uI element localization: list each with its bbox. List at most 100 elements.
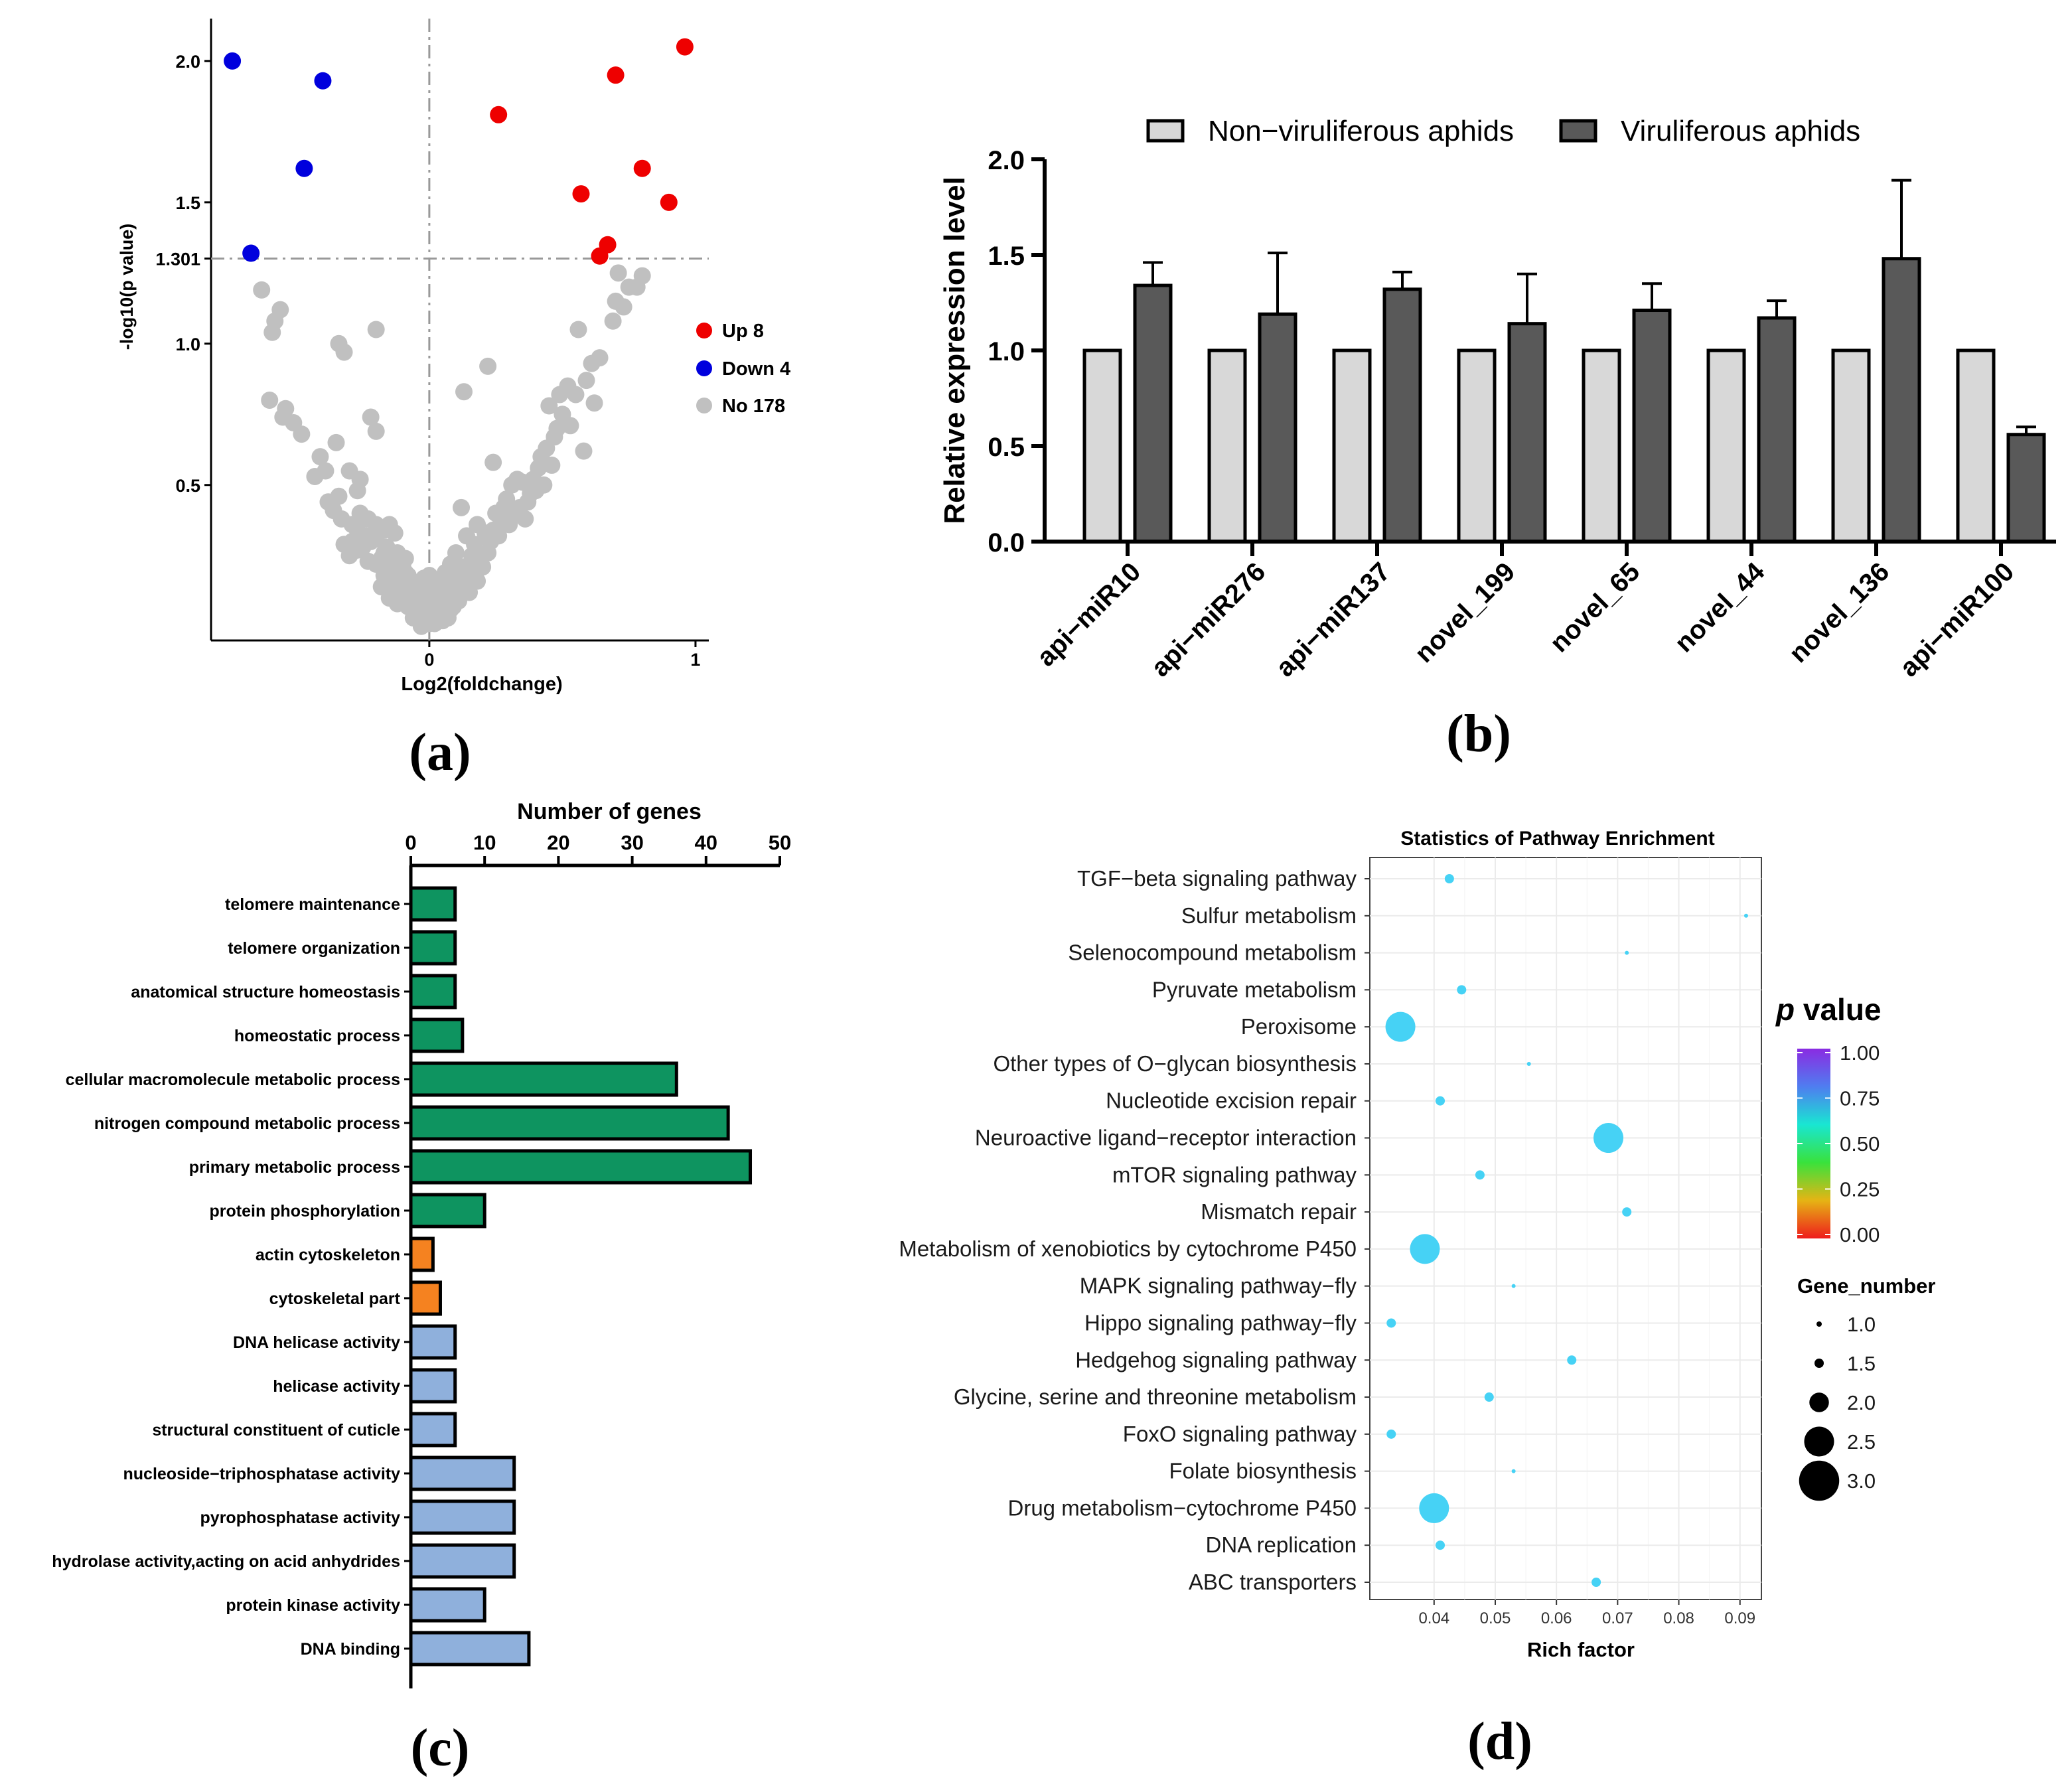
expression-bar-viruliferous <box>1382 287 1422 544</box>
legend-up-label: Up 8 <box>722 321 764 342</box>
volcano-point-no <box>516 510 534 528</box>
expression-bar-non-viruliferous <box>1457 348 1497 544</box>
go-bar-protein-phosphorylation <box>409 1193 486 1228</box>
pathway-x-label: Rich factor <box>1527 1638 1635 1661</box>
pathway-x-tick-label: 0.08 <box>1663 1609 1694 1627</box>
go-category-label: protein phosphorylation <box>210 1202 401 1221</box>
expression-x-tick-label: novel_44 <box>1669 557 1771 658</box>
pathway-point-sulfur-metabolism <box>1743 913 1748 918</box>
pathway-x-tick-label: 0.07 <box>1602 1609 1633 1627</box>
p-value-legend-title: p value <box>1775 992 1882 1027</box>
go-bar-structural-constituent-of-cuticle <box>409 1412 457 1448</box>
volcano-point-up <box>633 159 651 177</box>
volcano-point-no <box>433 612 451 630</box>
volcano-point-no <box>354 538 372 556</box>
volcano-point-down <box>224 52 242 70</box>
pathway-label: Neuroactive ligand−receptor interaction <box>975 1126 1357 1150</box>
volcano-y-tick-label: 2.0 <box>175 52 200 72</box>
volcano-y-label: -log10(p value) <box>117 224 137 350</box>
pathway-point-glycine-serine-and-threonine-metabolism <box>1484 1392 1494 1402</box>
expression-x-tick-label: api−miR100 <box>1894 557 2020 682</box>
expression-bar-viruliferous <box>1507 322 1547 544</box>
gene-number-legend-marker <box>1809 1392 1829 1412</box>
go-category-label: cellular macromolecule metabolic process <box>66 1071 400 1089</box>
expression-bar-non-viruliferous <box>1582 348 1621 544</box>
go-category-label: helicase activity <box>273 1377 400 1396</box>
legend-viruliferous-swatch <box>1559 119 1597 143</box>
expression-x-tick-label: api−miR137 <box>1270 557 1396 682</box>
expression-y-tick-label: 1.5 <box>988 242 1025 271</box>
pathway-label: Hippo signaling pathway−fly <box>1084 1310 1357 1335</box>
pathway-x-tick-label: 0.04 <box>1418 1609 1449 1627</box>
go-x-tick-label: 50 <box>769 831 791 854</box>
go-x-tick-label: 40 <box>695 831 717 854</box>
legend-no-label: No 178 <box>722 396 785 417</box>
volcano-y-tick-label: 1.301 <box>155 250 200 269</box>
go-category-label: homeostatic process <box>234 1027 400 1045</box>
pathway-label: Metabolism of xenobiotics by cytochrome … <box>899 1236 1357 1261</box>
go-category-label: DNA binding <box>301 1640 400 1659</box>
volcano-point-up <box>591 247 609 265</box>
volcano-point-no <box>543 456 561 474</box>
volcano-y-tick-label: 0.5 <box>175 476 200 496</box>
volcano-point-no <box>575 442 593 460</box>
legend-no-marker <box>696 398 712 413</box>
pathway-label: DNA replication <box>1206 1532 1357 1557</box>
go-category-label: actin cytoskeleton <box>256 1246 400 1264</box>
legend-non-viruliferous-label: Non−viruliferous aphids <box>1208 115 1514 147</box>
pathway-title: Statistics of Pathway Enrichment <box>1400 828 1714 850</box>
pathway-point-dna-replication <box>1436 1540 1445 1550</box>
go-bar-homeostatic-process <box>409 1017 465 1053</box>
volcano-point-no <box>417 583 435 601</box>
expression-x-tick-label: novel_199 <box>1409 557 1520 668</box>
go-bar-nucleoside-triphosphatase-activity <box>409 1455 516 1491</box>
go-x-tick-label: 0 <box>405 831 416 854</box>
pathway-label: ABC transporters <box>1189 1570 1357 1594</box>
panel-label-b: (b) <box>1446 705 1511 763</box>
expression-bar-non-viruliferous <box>1207 348 1247 544</box>
volcano-point-no <box>367 422 385 440</box>
gene-number-legend-title: Gene_number <box>1797 1274 1935 1298</box>
volcano-point-no <box>540 397 558 415</box>
gene-number-legend-label: 2.5 <box>1847 1430 1876 1453</box>
volcano-point-up <box>490 106 508 123</box>
panel-label-c: (c) <box>411 1719 470 1777</box>
volcano-point-no <box>335 343 353 361</box>
volcano-point-up <box>607 66 625 84</box>
go-category-label: cytoskeletal part <box>269 1290 401 1308</box>
gene-number-legend-label: 2.0 <box>1847 1391 1876 1414</box>
volcano-point-no <box>455 383 473 401</box>
pathway-label: FoxO signaling pathway <box>1123 1422 1357 1446</box>
go-category-label: hydrolase activity,acting on acid anhydr… <box>52 1552 400 1571</box>
volcano-y-tick-label: 1.5 <box>175 193 200 213</box>
pathway-label: Other types of O−glycan biosynthesis <box>993 1051 1357 1076</box>
gene-number-legend-label: 3.0 <box>1847 1469 1876 1493</box>
volcano-point-no <box>253 281 271 299</box>
volcano-point-no <box>306 467 324 485</box>
volcano-point-down <box>314 72 332 90</box>
pathway-label: Folate biosynthesis <box>1169 1459 1357 1483</box>
volcano-y-tick-label: 1.0 <box>175 335 200 354</box>
volcano-point-no <box>615 298 632 316</box>
colorbar-tick-label: 0.50 <box>1840 1132 1880 1155</box>
expression-x-tick-label: api−miR10 <box>1031 557 1146 672</box>
pathway-point-selenocompound-metabolism <box>1625 950 1629 955</box>
pathway-label: Sulfur metabolism <box>1181 903 1357 928</box>
expression-x-tick-label: api−miR276 <box>1146 557 1271 682</box>
volcano-point-no <box>327 433 345 451</box>
go-bar-cellular-macromolecule-metabolic-process <box>409 1061 678 1097</box>
expression-bar-viruliferous <box>1133 283 1173 544</box>
pathway-point-pyruvate-metabolism <box>1457 985 1467 995</box>
pathway-point-neuroactive-ligand-receptor-interaction <box>1593 1123 1624 1153</box>
volcano-point-no <box>561 417 579 435</box>
volcano-point-no <box>508 471 526 488</box>
volcano-x-tick-label: 1 <box>690 650 700 670</box>
volcano-legend: Up 8 Down 4 No 178 <box>696 321 790 417</box>
p-value-legend-title-p: p <box>1775 992 1795 1027</box>
legend-non-viruliferous-swatch <box>1146 119 1185 143</box>
expression-y-tick-label: 0.0 <box>988 528 1025 558</box>
volcano-point-no <box>591 349 609 367</box>
volcano-point-no <box>348 482 366 500</box>
volcano-point-no <box>609 264 627 282</box>
